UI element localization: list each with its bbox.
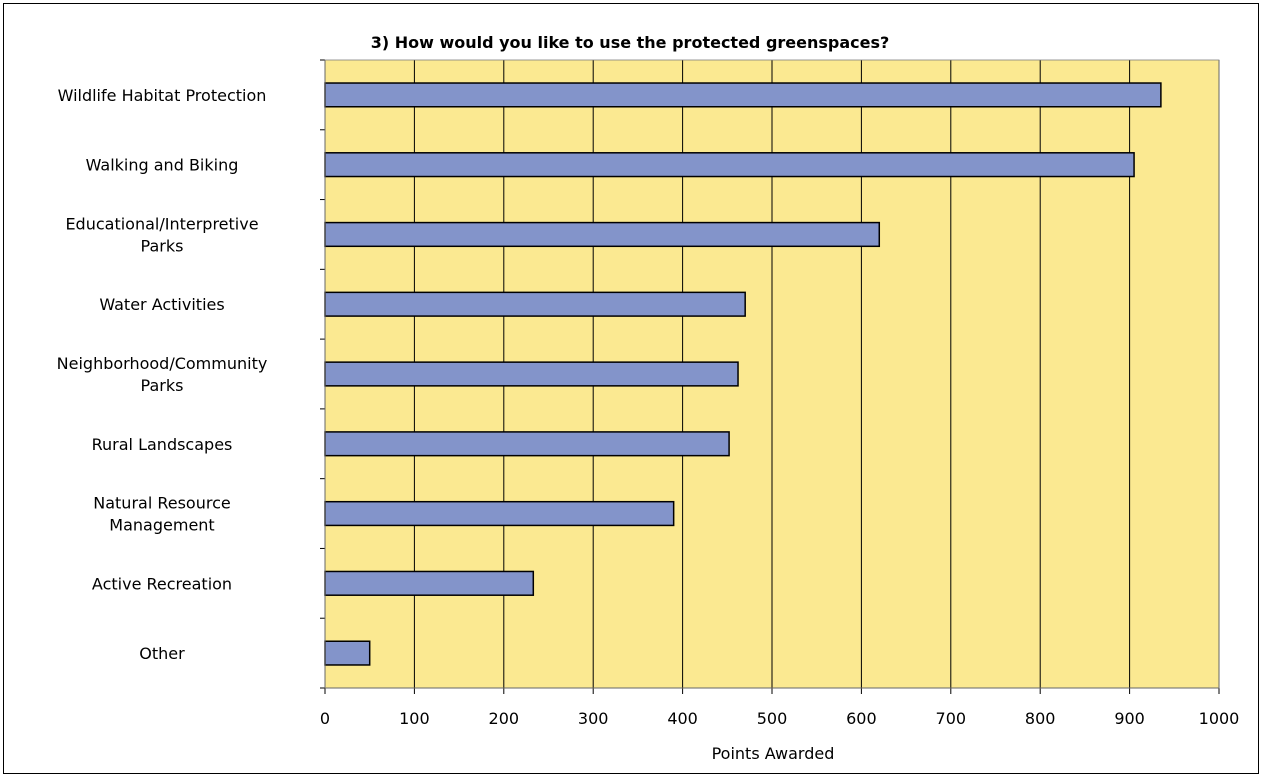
category-label: Natural Resource Management: [93, 494, 230, 535]
x-tick-label: 600: [846, 709, 877, 728]
x-tick-label: 100: [399, 709, 430, 728]
bar: [324, 640, 371, 666]
bar: [324, 500, 675, 527]
category-label: Neighborhood/Community Parks: [57, 354, 268, 395]
category-label: Educational/Interpretive Parks: [65, 214, 258, 255]
category-label: Rural Landscapes: [92, 435, 233, 454]
chart-title: 3) How would you like to use the protect…: [371, 33, 890, 52]
x-tick-label: 900: [1114, 709, 1145, 728]
x-tick-label: 1000: [1199, 709, 1240, 728]
category-label: Walking and Biking: [86, 156, 239, 175]
bar: [324, 82, 1162, 108]
bar: [324, 152, 1135, 178]
x-tick-label: 800: [1025, 709, 1056, 728]
x-tick-label: 200: [489, 709, 520, 728]
category-label: Other: [139, 644, 185, 663]
bar: [324, 291, 746, 317]
x-tick-label: 500: [757, 709, 788, 728]
x-tick-label: 300: [578, 709, 609, 728]
bar: [324, 570, 535, 596]
x-tick-label: 400: [667, 709, 698, 728]
bar: [324, 221, 881, 248]
bar: [324, 431, 730, 457]
x-tick-label: 0: [320, 709, 330, 728]
plot-border: [324, 59, 1220, 689]
x-axis-title: Points Awarded: [712, 744, 835, 763]
x-tick-label: 700: [936, 709, 967, 728]
category-label: Active Recreation: [92, 574, 232, 593]
category-label: Wildlife Habitat Protection: [58, 86, 267, 105]
bar: [324, 361, 739, 387]
category-label: Water Activities: [99, 295, 224, 314]
